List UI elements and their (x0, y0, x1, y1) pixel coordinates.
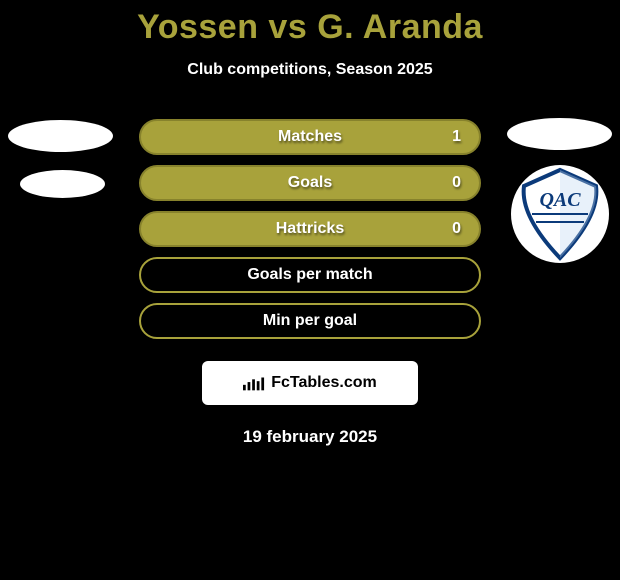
attribution-text: FcTables.com (271, 374, 377, 392)
stat-row-goals: Goals 0 (139, 165, 481, 201)
stat-label: Hattricks (276, 220, 344, 238)
stat-right-value: 1 (452, 128, 461, 146)
title-player2: G. Aranda (317, 8, 483, 46)
stat-row-min-per-goal: Min per goal (139, 303, 481, 339)
subtitle: Club competitions, Season 2025 (0, 61, 620, 79)
club-shield: QAC (510, 164, 610, 264)
stat-label: Matches (278, 128, 342, 146)
bar-chart-icon (243, 375, 265, 391)
stat-row-goals-per-match: Goals per match (139, 257, 481, 293)
left-badge-group (8, 120, 113, 198)
date-text: 19 february 2025 (0, 427, 620, 447)
shield-text: QAC (539, 189, 581, 211)
stat-label: Min per goal (263, 312, 357, 330)
stat-label: Goals per match (247, 266, 372, 284)
shield-icon: QAC (510, 164, 610, 264)
page-title: Yossen vs G. Aranda (0, 0, 620, 47)
title-player1: Yossen (137, 8, 258, 46)
placeholder-ellipse (507, 118, 612, 150)
stat-right-value: 0 (452, 220, 461, 238)
stat-label: Goals (288, 174, 332, 192)
stat-row-hattricks: Hattricks 0 (139, 211, 481, 247)
stat-right-value: 0 (452, 174, 461, 192)
title-vs: vs (258, 8, 317, 46)
placeholder-ellipse (20, 170, 105, 198)
right-badge-group: QAC (507, 118, 612, 264)
attribution-box: FcTables.com (202, 361, 418, 405)
placeholder-ellipse (8, 120, 113, 152)
stat-row-matches: Matches 1 (139, 119, 481, 155)
